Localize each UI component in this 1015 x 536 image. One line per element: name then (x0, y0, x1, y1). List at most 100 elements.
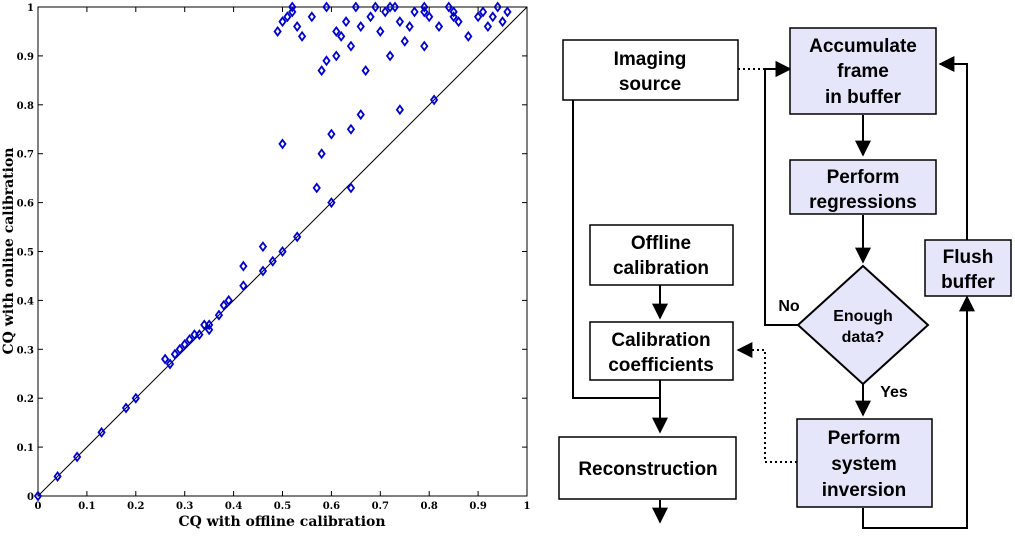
scatter-point (503, 6, 512, 18)
scatter-point (410, 6, 419, 18)
yes-label: Yes (880, 384, 908, 401)
scatter-point (361, 65, 370, 77)
scatter-point (483, 21, 493, 33)
scatter-point (195, 329, 204, 341)
scatter-point (449, 6, 458, 18)
scatter-point (434, 21, 444, 33)
scatter-point (258, 265, 268, 277)
inversion-to-coefficients (736, 342, 797, 463)
scatter-point (121, 402, 131, 414)
flush-buffer-label-1: Flush (943, 247, 994, 268)
scatter-point (478, 6, 488, 18)
y-axis-label: CQ with online calibration (1, 148, 17, 355)
y-tick-label: 0.1 (17, 443, 34, 454)
x-tick-label: 0.9 (469, 501, 486, 512)
scatter-point (33, 490, 43, 502)
offline-calibration-box: Offline calibration (589, 224, 734, 286)
x-tick-label: 0.6 (323, 501, 340, 512)
y-ticks: 0 0.1 0.2 0.3 0.4 0.5 0.6 0.7 0.8 0.9 1 (17, 3, 527, 503)
scatter-point (376, 25, 385, 37)
scatter-point (283, 11, 292, 23)
scatter-point (293, 21, 302, 33)
flow-connectors (572, 56, 975, 529)
no-loop (764, 61, 823, 326)
offline-calibration-label-1: Offline (631, 233, 691, 254)
y-tick-label: 1 (27, 3, 34, 14)
calibration-coefficients-box: Calibration coefficients (589, 321, 734, 381)
flush-buffer-label-2: buffer (941, 272, 995, 293)
scatter-point (346, 123, 356, 135)
scatter-point (493, 1, 502, 13)
identity-line (37, 6, 528, 497)
scatter-point (351, 1, 360, 13)
scatter-point (356, 109, 365, 121)
scatter-point (278, 246, 287, 257)
scatter-point (288, 1, 297, 13)
scatter-point (268, 255, 277, 267)
scatter-point (444, 1, 453, 13)
x-tick-label: 0.4 (225, 501, 242, 512)
scatter-point (429, 94, 439, 106)
scatter-point (341, 16, 351, 28)
scatter-point (420, 1, 429, 13)
scatter-point (97, 426, 106, 438)
reconstruction-box: Reconstruction (558, 436, 737, 500)
scatter-point (170, 348, 180, 360)
calibration-coefficients-label-2: coefficients (608, 355, 714, 376)
scatter-point (180, 338, 189, 350)
accumulate-label-3: in buffer (825, 87, 902, 108)
enough-data-label-1: Enough (833, 308, 893, 325)
x-tick-label: 0.2 (127, 501, 144, 512)
y-tick-label: 0.5 (17, 248, 34, 259)
scatter-point (224, 294, 233, 306)
scatter-point (454, 16, 463, 28)
x-tick-label: 1 (524, 501, 531, 512)
scatter-point (332, 25, 341, 37)
scatter-point (371, 1, 380, 13)
scatter-point (273, 25, 282, 37)
scatter-point (131, 392, 140, 404)
scatter-point (219, 299, 228, 311)
offline-calibration-label-2: calibration (613, 258, 709, 279)
x-tick-label: 0.5 (274, 501, 291, 512)
scatter-point (327, 197, 336, 209)
scatter-point (72, 451, 82, 463)
x-tick-label: 0.7 (372, 501, 389, 512)
scatter-point (420, 6, 429, 18)
perform-regressions-label-1: Perform (827, 167, 900, 188)
scatter-point (464, 30, 473, 42)
perform-regressions-label-2: regressions (809, 192, 917, 213)
scatter-point (307, 11, 316, 23)
scatter-point (405, 21, 414, 33)
scatter-point (297, 30, 307, 42)
scatter-point (346, 182, 356, 194)
x-tick-label: 0.3 (176, 501, 193, 512)
scatter-point (205, 324, 214, 336)
perform-inversion-label-2: system (831, 454, 897, 475)
accumulate-label-2: frame (837, 61, 889, 82)
y-tick-label: 0 (27, 492, 34, 503)
scatter-point (53, 470, 62, 482)
scatter-point (185, 334, 194, 346)
y-tick-label: 0.3 (17, 345, 34, 356)
flush-buffer-box: Flush buffer (924, 239, 1012, 297)
scatter-point (385, 50, 395, 62)
scatter-point (488, 11, 497, 23)
scatter-point (317, 65, 326, 77)
x-tick-label: 0 (35, 501, 42, 512)
inversion-to-flush (862, 295, 975, 529)
scatter-point (288, 6, 297, 18)
scatter-point (322, 1, 331, 13)
flush-to-accumulate (938, 56, 968, 240)
scatter-point (395, 104, 404, 116)
perform-regressions-box: Perform regressions (789, 159, 937, 215)
scatter-point (381, 6, 390, 18)
y-tick-label: 0.9 (17, 52, 34, 63)
perform-inversion-box: Perform system inversion (796, 418, 933, 508)
accumulate-box: Accumulate frame in buffer (789, 27, 937, 115)
imaging-source-box: Imaging source (562, 39, 739, 101)
scatter-point (327, 128, 336, 140)
scatter-point (395, 16, 404, 28)
scatter-point (239, 280, 248, 292)
perform-inversion-label-3: inversion (822, 480, 906, 501)
